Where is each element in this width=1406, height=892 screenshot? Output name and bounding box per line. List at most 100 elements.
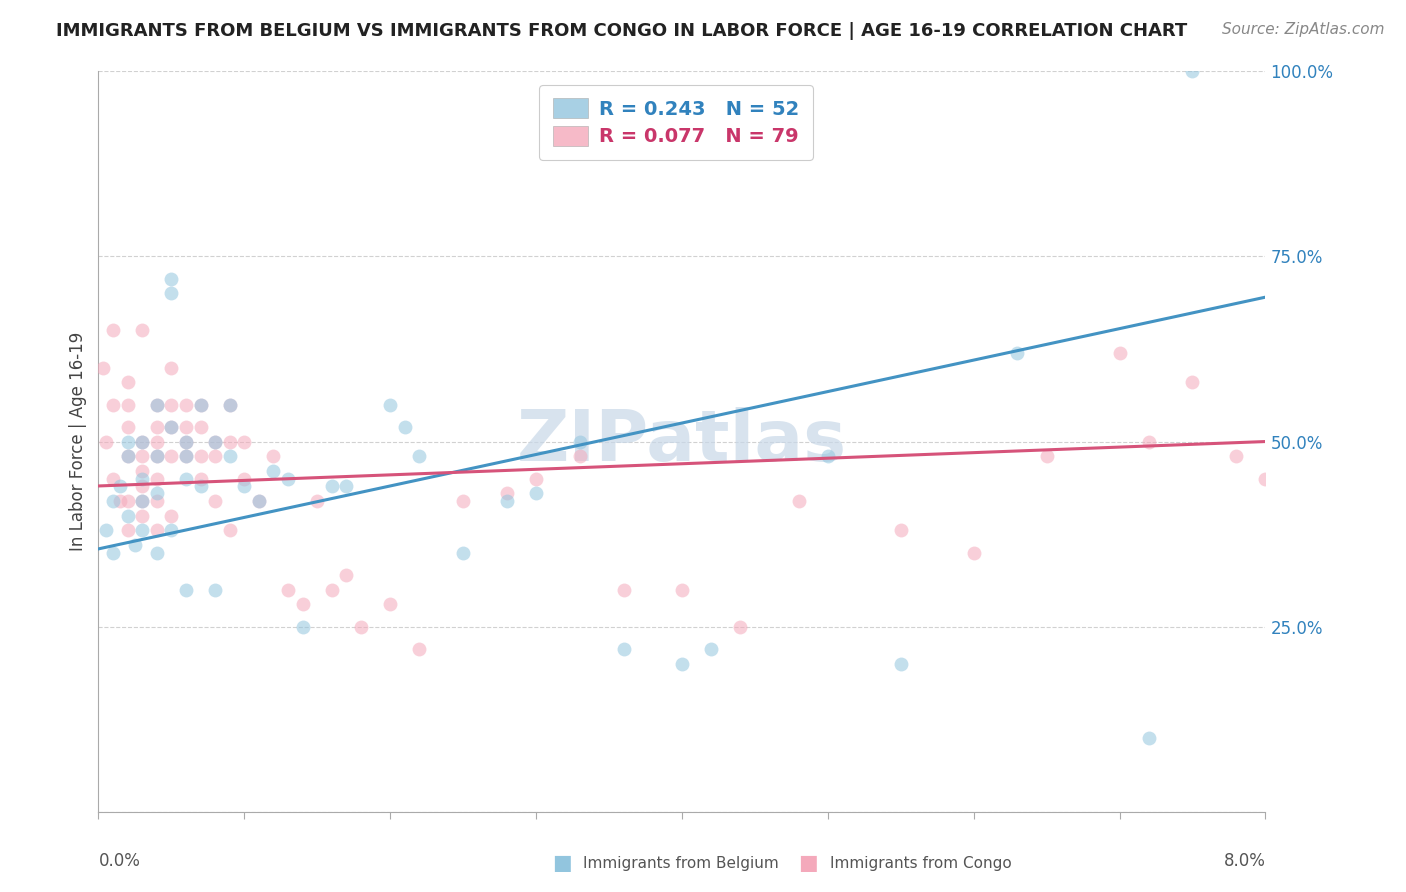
Point bbox=[218, 434, 240, 449]
Point bbox=[117, 450, 139, 464]
Point bbox=[174, 419, 197, 434]
Point bbox=[1035, 450, 1057, 464]
Point bbox=[204, 582, 226, 597]
Point bbox=[408, 450, 430, 464]
Point bbox=[321, 582, 343, 597]
Point bbox=[218, 524, 240, 538]
Point bbox=[160, 508, 183, 523]
Point bbox=[174, 582, 197, 597]
Point bbox=[146, 398, 169, 412]
Text: ■: ■ bbox=[799, 854, 818, 873]
Text: 0.0%: 0.0% bbox=[98, 853, 141, 871]
Point bbox=[890, 657, 912, 671]
Point bbox=[117, 434, 139, 449]
Point bbox=[131, 524, 153, 538]
Point bbox=[1108, 345, 1130, 359]
Point bbox=[204, 434, 226, 449]
Point bbox=[174, 398, 197, 412]
Point bbox=[1400, 641, 1406, 656]
Point bbox=[335, 479, 357, 493]
Point bbox=[262, 450, 284, 464]
Point bbox=[277, 582, 299, 597]
Text: Immigrants from Congo: Immigrants from Congo bbox=[830, 856, 1011, 871]
Point bbox=[160, 398, 183, 412]
Point bbox=[612, 641, 634, 656]
Point bbox=[160, 419, 183, 434]
Point bbox=[101, 324, 124, 338]
Point bbox=[204, 434, 226, 449]
Point bbox=[131, 464, 153, 478]
Point bbox=[190, 450, 212, 464]
Point bbox=[1007, 345, 1029, 359]
Point bbox=[612, 582, 634, 597]
Point bbox=[1181, 64, 1204, 78]
Point bbox=[451, 546, 474, 560]
Point bbox=[890, 524, 912, 538]
Point bbox=[233, 471, 256, 485]
Point bbox=[218, 398, 240, 412]
Point bbox=[174, 471, 197, 485]
Legend: R = 0.243   N = 52, R = 0.077   N = 79: R = 0.243 N = 52, R = 0.077 N = 79 bbox=[538, 85, 813, 160]
Point bbox=[233, 479, 256, 493]
Text: Source: ZipAtlas.com: Source: ZipAtlas.com bbox=[1222, 22, 1385, 37]
Point bbox=[190, 419, 212, 434]
Point bbox=[146, 398, 169, 412]
Point bbox=[190, 398, 212, 412]
Point bbox=[218, 450, 240, 464]
Point bbox=[110, 479, 132, 493]
Point bbox=[131, 471, 153, 485]
Point bbox=[131, 324, 153, 338]
Point bbox=[524, 486, 547, 500]
Point bbox=[146, 471, 169, 485]
Point bbox=[117, 493, 139, 508]
Point bbox=[124, 538, 146, 552]
Point bbox=[204, 493, 226, 508]
Point bbox=[335, 567, 357, 582]
Point bbox=[110, 493, 132, 508]
Point bbox=[307, 493, 329, 508]
Point bbox=[394, 419, 416, 434]
Point bbox=[568, 450, 591, 464]
Point bbox=[1181, 376, 1204, 390]
Point bbox=[160, 450, 183, 464]
Point bbox=[174, 434, 197, 449]
Point bbox=[291, 619, 314, 633]
Point bbox=[1254, 471, 1277, 485]
Point bbox=[671, 657, 693, 671]
Point bbox=[700, 641, 723, 656]
Point bbox=[146, 450, 169, 464]
Text: ZIPatlas: ZIPatlas bbox=[517, 407, 846, 476]
Point bbox=[1225, 450, 1247, 464]
Point bbox=[146, 546, 169, 560]
Point bbox=[350, 619, 373, 633]
Point bbox=[131, 493, 153, 508]
Point bbox=[321, 479, 343, 493]
Point bbox=[233, 434, 256, 449]
Point bbox=[218, 398, 240, 412]
Point bbox=[1327, 450, 1350, 464]
Point bbox=[117, 450, 139, 464]
Point bbox=[1371, 582, 1393, 597]
Point bbox=[101, 471, 124, 485]
Point bbox=[174, 450, 197, 464]
Point bbox=[146, 419, 169, 434]
Point bbox=[451, 493, 474, 508]
Point bbox=[131, 450, 153, 464]
Point bbox=[101, 493, 124, 508]
Point bbox=[131, 493, 153, 508]
Point bbox=[131, 434, 153, 449]
Point bbox=[117, 524, 139, 538]
Point bbox=[671, 582, 693, 597]
Point bbox=[204, 450, 226, 464]
Point bbox=[496, 486, 519, 500]
Point bbox=[817, 450, 839, 464]
Point bbox=[117, 398, 139, 412]
Point bbox=[787, 493, 810, 508]
Point bbox=[408, 641, 430, 656]
Point bbox=[131, 434, 153, 449]
Point bbox=[94, 524, 117, 538]
Point bbox=[247, 493, 270, 508]
Point bbox=[160, 271, 183, 285]
Point bbox=[190, 398, 212, 412]
Point bbox=[94, 434, 117, 449]
